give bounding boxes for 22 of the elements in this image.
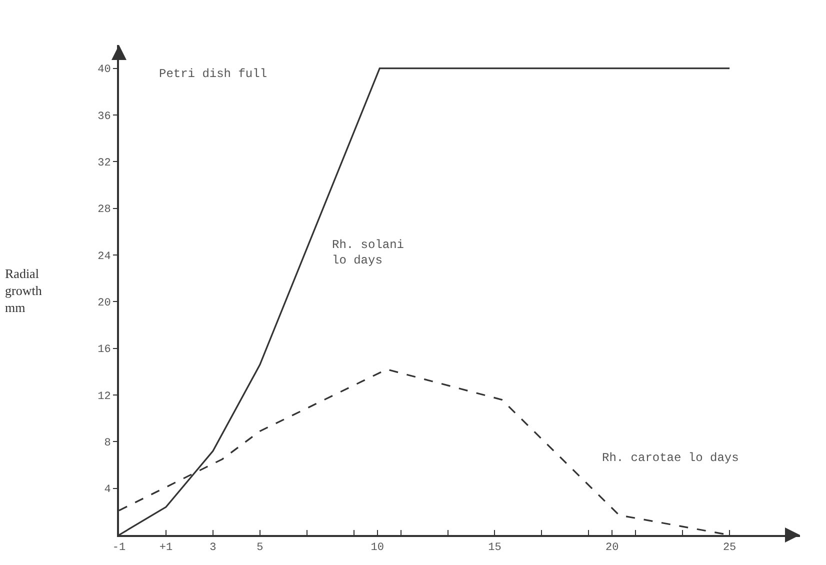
annotation: Petri dish full bbox=[159, 67, 268, 81]
annotation: Rh. carotae lo days bbox=[602, 451, 739, 465]
y-tick-label: 24 bbox=[98, 250, 112, 263]
x-tick-label: 5 bbox=[256, 542, 264, 554]
y-tick-label: 16 bbox=[98, 344, 111, 356]
y-tick-label: 32 bbox=[98, 158, 111, 170]
y-tick-label: 36 bbox=[98, 110, 111, 123]
x-tick-label: 10 bbox=[370, 542, 384, 554]
y-tick-label: 4 bbox=[104, 484, 112, 496]
x-tick-label: 20 bbox=[606, 542, 619, 554]
annotation: Rh. solani lo days bbox=[332, 238, 404, 268]
x-tick-label: 3 bbox=[210, 542, 216, 554]
x-tick-label: -1 bbox=[112, 542, 126, 554]
y-tick-label: 12 bbox=[98, 390, 111, 403]
y-tick-label: 8 bbox=[104, 438, 111, 450]
y-axis-title: Radial growth mm bbox=[5, 266, 42, 315]
y-tick-label: 28 bbox=[98, 204, 111, 216]
y-tick-label: 20 bbox=[98, 298, 111, 310]
y-tick-label: 40 bbox=[98, 64, 111, 76]
x-tick-label: 25 bbox=[722, 542, 736, 554]
x-tick-label: 15 bbox=[488, 542, 502, 554]
x-tick-label: +1 bbox=[159, 542, 173, 554]
